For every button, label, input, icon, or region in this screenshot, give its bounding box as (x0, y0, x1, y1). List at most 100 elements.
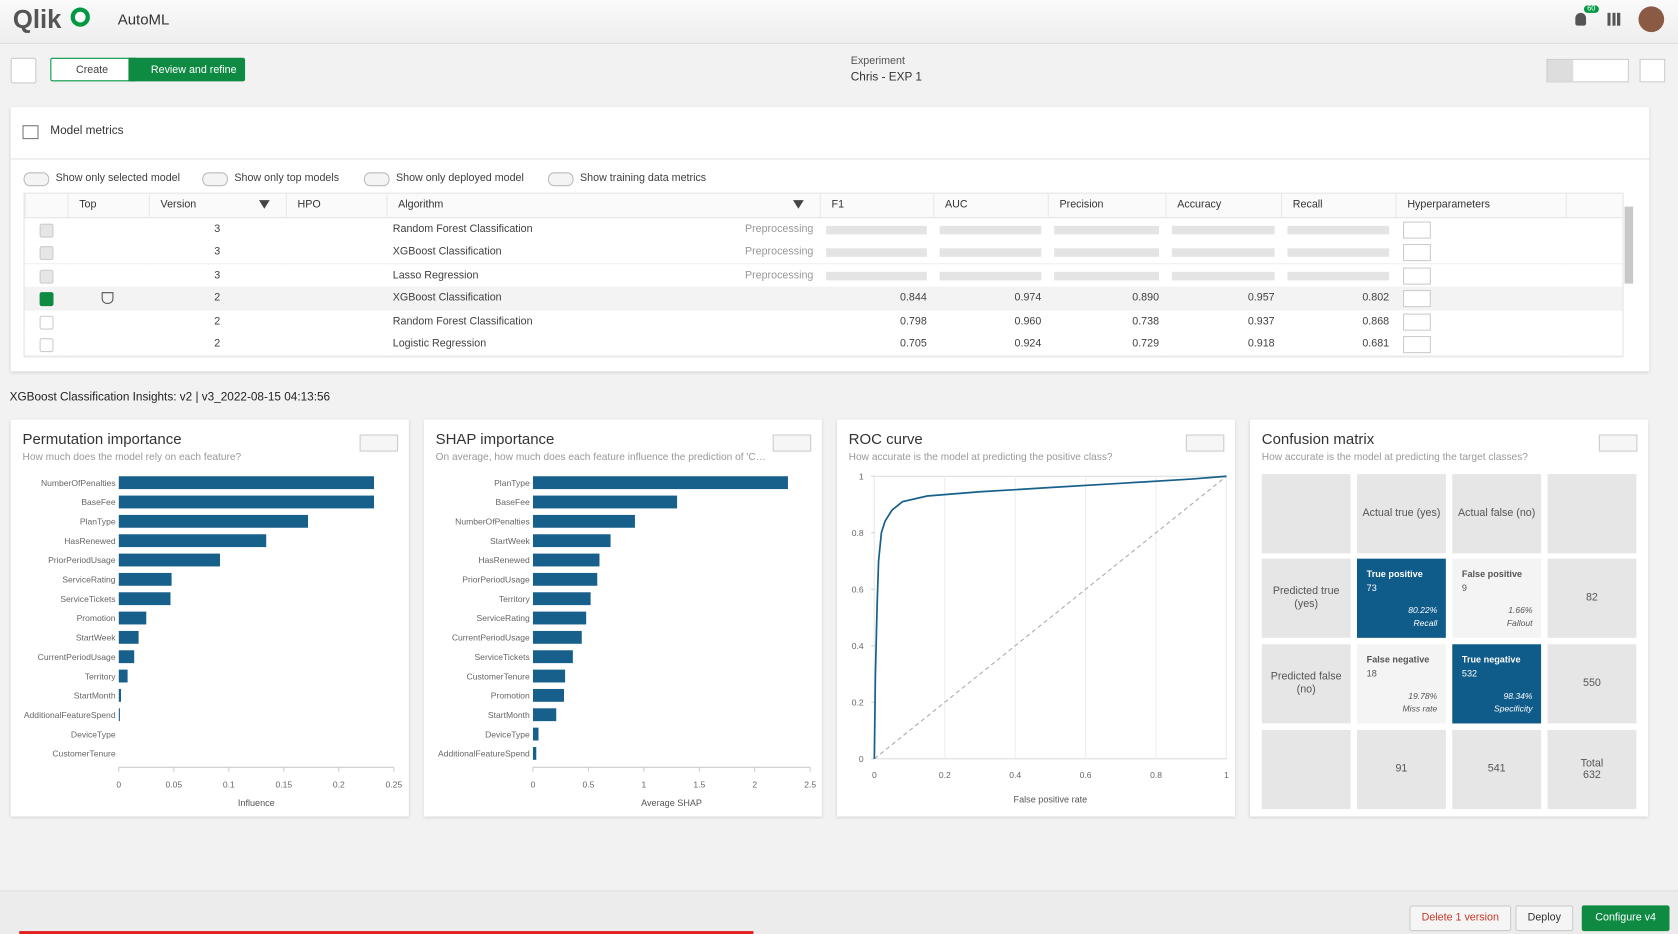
algorithm: Logistic Regression (392, 338, 487, 350)
metric-value: 0.844 (900, 292, 927, 305)
category-label: CustomerTenure (467, 671, 530, 681)
metric-value: 0.681 (1362, 338, 1390, 350)
toggle[interactable] (547, 172, 574, 187)
row-checkbox[interactable] (39, 315, 54, 330)
x-tick-label: 0.25 (386, 780, 403, 790)
bar (532, 746, 537, 760)
column-header[interactable]: Accuracy (1177, 199, 1222, 211)
chart-subtitle: How accurate is the model at predicting … (1261, 451, 1528, 464)
total-value: 632 (1582, 769, 1601, 782)
loading-placeholder (826, 225, 927, 235)
panel-toggle[interactable] (1639, 58, 1666, 83)
delete-button[interactable]: Delete 1 version (1409, 905, 1512, 932)
toggle[interactable] (202, 172, 228, 187)
cell-label: False positive (1461, 568, 1523, 579)
toggle[interactable] (363, 172, 390, 187)
x-tick-label: 1.5 (693, 780, 705, 790)
column-header: Actual true (yes) (1362, 507, 1441, 520)
bar (532, 572, 598, 586)
column-header[interactable]: Recall (1292, 199, 1323, 211)
chart-menu[interactable] (1185, 434, 1225, 452)
progress-bar (19, 931, 754, 934)
experiment-name[interactable]: Chris - EXP 1 (850, 70, 922, 84)
apps-icon[interactable] (1607, 12, 1621, 26)
confusion-card: Confusion matrix How accurate is the mode… (1249, 419, 1649, 817)
experiment-icon[interactable] (10, 57, 37, 84)
status: Preprocessing (744, 269, 814, 282)
row-checkbox[interactable] (39, 292, 54, 307)
bar (118, 669, 128, 683)
roc-card: ROC curve How accurate is the model at pr… (836, 419, 1236, 817)
filter-icon[interactable] (793, 200, 804, 209)
app-name: AutoML (117, 10, 170, 28)
column-header[interactable]: Hyperparameters (1407, 199, 1491, 211)
row-checkbox[interactable] (39, 223, 54, 238)
y-tick-label: 1 (859, 471, 864, 481)
step-label: Create (75, 64, 109, 76)
version: 3 (214, 246, 221, 259)
category-label: NumberOfPenalties (41, 478, 116, 488)
toggle[interactable] (23, 172, 50, 187)
bar (118, 708, 120, 722)
chart-title: Confusion matrix (1261, 430, 1375, 448)
column-total: 91 (1395, 763, 1408, 775)
hyperparameters-button[interactable] (1403, 267, 1431, 285)
chart-title: SHAP importance (435, 430, 555, 448)
loading-placeholder (1171, 271, 1275, 281)
category-label: Promotion (77, 613, 116, 623)
experiment-label: Experiment (850, 55, 905, 68)
scrollbar[interactable] (1624, 206, 1634, 284)
hyperparameters-button[interactable] (1403, 336, 1431, 354)
cell-metric: Miss rate (1402, 704, 1438, 714)
category-label: ServiceTickets (60, 594, 115, 604)
hyperparameters-button[interactable] (1403, 313, 1431, 331)
metrics-icon (22, 125, 39, 140)
matrix-cell: Predicted true (yes) (1261, 558, 1351, 638)
bell-icon[interactable] (1575, 12, 1587, 26)
column-header[interactable]: HPO (297, 199, 321, 211)
hyperparameters-button[interactable] (1403, 221, 1431, 239)
chart-menu[interactable] (772, 434, 812, 452)
category-label: StartWeek (76, 633, 116, 643)
column-header[interactable]: Top (79, 199, 97, 211)
avatar[interactable] (1638, 6, 1665, 33)
column-header[interactable]: AUC (944, 199, 968, 211)
metric-value: 0.738 (1132, 315, 1160, 328)
row-checkbox[interactable] (39, 269, 54, 284)
column-header[interactable]: Precision (1059, 199, 1104, 211)
bar (532, 592, 591, 606)
cell-rate: 19.78% (1408, 691, 1438, 701)
column-header[interactable]: F1 (831, 199, 845, 211)
hyperparameters-button[interactable] (1403, 244, 1431, 262)
category-label: PlanType (80, 517, 116, 527)
bar (532, 688, 565, 702)
category-label: CustomerTenure (52, 749, 115, 759)
configure-button[interactable]: Configure v4 (1581, 905, 1670, 932)
x-tick-label: 0.05 (165, 780, 182, 790)
category-label: BaseFee (81, 497, 115, 507)
chart-menu[interactable] (359, 434, 399, 452)
loading-placeholder (939, 225, 1042, 235)
loading-placeholder (826, 248, 927, 258)
logo[interactable]: Qlik (12, 5, 62, 35)
step-review[interactable] (128, 57, 246, 82)
matrix-cell (1261, 729, 1351, 810)
deploy-button[interactable]: Deploy (1515, 905, 1574, 932)
filter-icon[interactable] (258, 200, 270, 209)
bar (118, 495, 375, 509)
chart-menu[interactable] (1598, 434, 1638, 452)
metric-value: 0.918 (1247, 338, 1275, 350)
matrix-cell (1261, 474, 1351, 554)
category-label: PlanType (494, 478, 530, 488)
loading-placeholder (1171, 225, 1275, 235)
x-tick-label: 2.5 (804, 780, 816, 790)
logo-mark (70, 7, 90, 27)
column-header[interactable]: Algorithm (398, 199, 444, 211)
matrix-cell: 541 (1452, 729, 1542, 810)
cell-label: True negative (1461, 653, 1521, 665)
hyperparameters-button[interactable] (1403, 290, 1431, 308)
column-header[interactable]: Version (160, 199, 197, 211)
row-checkbox[interactable] (39, 338, 54, 353)
row-checkbox[interactable] (39, 246, 54, 261)
category-label: StartMonth (74, 691, 116, 701)
